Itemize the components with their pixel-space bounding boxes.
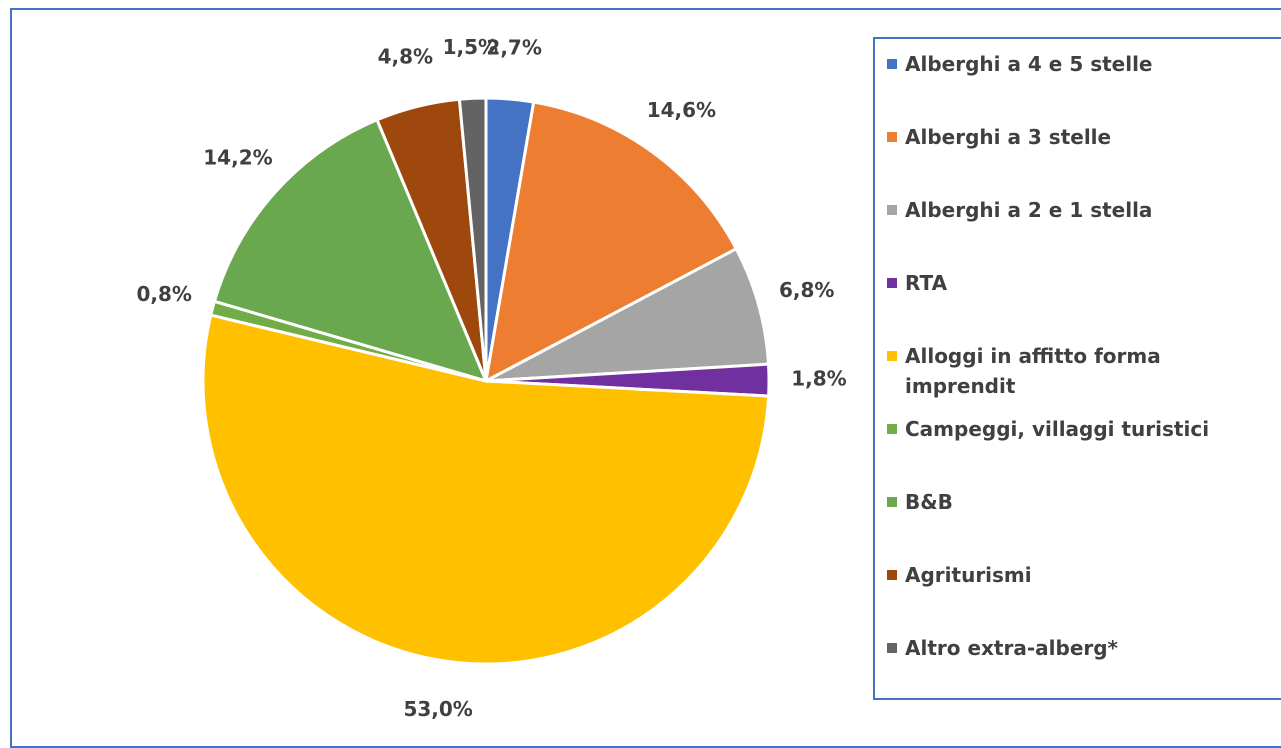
legend-item: Agriturismi [887,560,1247,633]
data-label: 14,2% [203,145,272,169]
data-label: 14,6% [647,98,716,122]
legend-item: Alberghi a 4 e 5 stelle [887,49,1247,122]
data-label: 53,0% [403,697,472,721]
pie-slice [201,313,771,666]
legend-label: Altro extra-alberg* [905,636,1119,660]
legend-label: RTA [905,271,948,295]
data-label: 4,8% [378,44,433,68]
legend-label: Alberghi a 4 e 5 stelle [905,52,1153,76]
legend-item: Alloggi in affitto forma imprendit [887,341,1247,414]
data-label: 6,8% [779,278,834,302]
legend-label: Agriturismi [905,563,1032,587]
legend-item: RTA [887,268,1247,341]
legend-item: Campeggi, villaggi turistici [887,414,1247,487]
legend-item: B&B [887,487,1247,560]
legend-label: Alloggi in affitto forma imprendit [905,344,1161,398]
data-label: 0,8% [136,282,191,306]
legend-label: Campeggi, villaggi turistici [905,417,1210,441]
pie-slice [485,246,771,383]
legend-swatch [887,351,897,361]
pie-slice [212,117,489,384]
pie-slice [457,96,488,382]
legend: Alberghi a 4 e 5 stelle Alberghi a 3 stel… [873,37,1281,700]
legend-swatch [887,424,897,434]
legend-label: Alberghi a 2 e 1 stella [905,198,1153,222]
legend-swatch [887,205,897,215]
legend-swatch [887,570,897,580]
legend-label: B&B [905,490,953,514]
legend-swatch [887,59,897,69]
legend-swatch [887,132,897,142]
legend-item: Alberghi a 3 stelle [887,122,1247,195]
legend-swatch [887,643,897,653]
legend-swatch [887,278,897,288]
legend-item: Alberghi a 2 e 1 stella [887,195,1247,268]
legend-label: Alberghi a 3 stelle [905,125,1112,149]
legend-swatch [887,497,897,507]
data-label: 1,8% [791,366,846,390]
legend-item: Altro extra-alberg* [887,633,1247,706]
data-label: 2,7% [486,36,541,60]
pie-slice [484,100,739,384]
data-label: 1,5% [443,35,498,59]
